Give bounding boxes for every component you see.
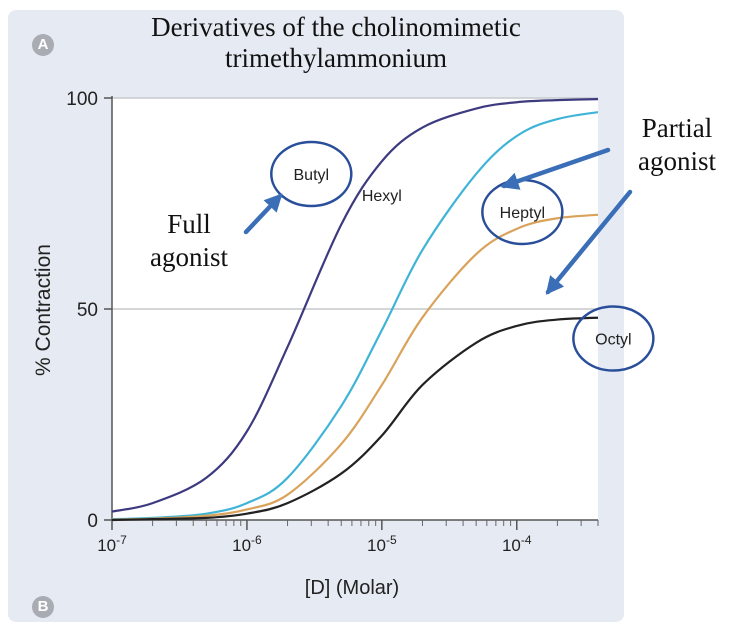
chart-title: Derivatives of the cholinomimetic trimet… — [96, 12, 576, 74]
series-line-octyl — [112, 316, 598, 522]
gridlines — [112, 97, 598, 520]
y-axis-label: % Contraction — [32, 244, 55, 376]
annotation-arrows — [243, 147, 633, 295]
full-agonist-note: Full agonist — [150, 208, 228, 274]
x-tick-label--5: 10-5 — [367, 533, 397, 555]
y-tick-label-100: 100 — [66, 89, 98, 110]
x-axis-label: [D] (Molar) — [305, 577, 399, 599]
x-tick-label--7: 10-7 — [97, 533, 127, 555]
partial-agonist-note: Partial agonist — [638, 112, 716, 178]
arrow-to-octyl — [545, 189, 633, 295]
chart-title-line-2: trimethylammonium — [225, 43, 447, 73]
full-agonist-line-1: Full — [167, 209, 211, 239]
y-tick-label-0: 0 — [87, 511, 98, 532]
partial-agonist-line-2: agonist — [638, 146, 716, 176]
label-circle-octyl — [572, 305, 655, 372]
curve-label-hexyl: Hexyl — [362, 188, 402, 205]
chart-title-line-1: Derivatives of the cholinomimetic — [151, 12, 521, 42]
partial-agonist-line-1: Partial — [641, 113, 713, 143]
series-line-heptyl — [112, 213, 598, 521]
curve-labels: Butyl Hexyl Heptyl Octyl — [270, 140, 655, 372]
series-line-butyl — [112, 97, 598, 513]
axes: 0 50 100 10-7 10-6 10-5 10-4 — [66, 89, 599, 555]
x-tick-label--4: 10-4 — [502, 533, 532, 555]
panel-badge-a: A — [32, 34, 54, 56]
label-circle-butyl — [270, 140, 353, 208]
curve-label-octyl: Octyl — [595, 332, 631, 349]
arrow-to-butyl — [243, 193, 283, 235]
series-line-hexyl — [112, 111, 598, 521]
curve-label-heptyl: Heptyl — [500, 205, 545, 222]
y-tick-label-50: 50 — [77, 300, 98, 321]
x-tick-label--6: 10-6 — [232, 533, 262, 555]
curve-label-butyl: Butyl — [294, 167, 330, 184]
full-agonist-line-2: agonist — [150, 242, 228, 272]
series-lines — [112, 97, 598, 522]
panel-badge-b: B — [32, 596, 54, 618]
arrow-to-heptyl — [500, 147, 611, 190]
